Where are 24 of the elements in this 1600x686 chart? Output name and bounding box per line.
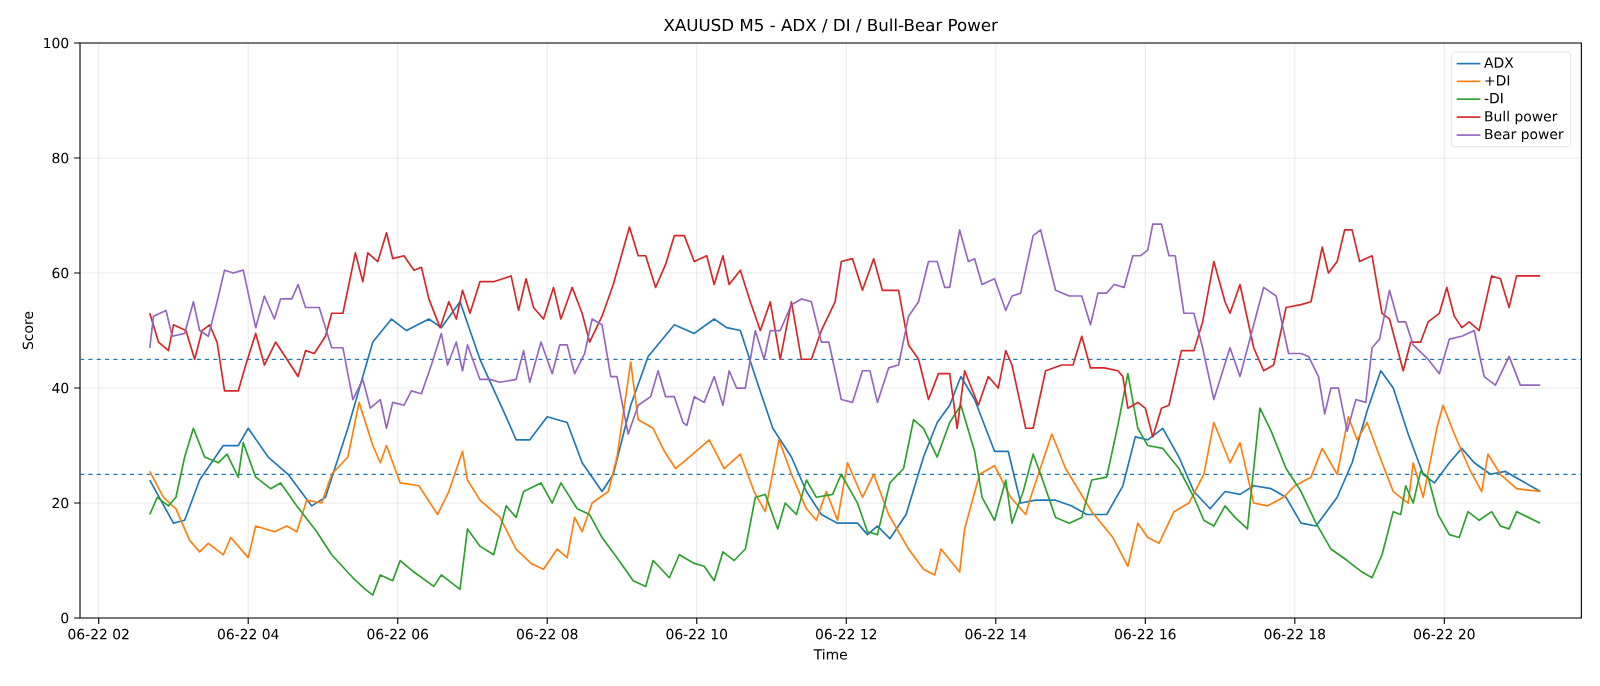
x-tick-label: 06-22 20 [1414,628,1475,640]
y-tick-label: 20 [52,497,69,509]
x-tick-label: 06-22 02 [68,628,129,640]
y-tick-label: 100 [44,37,69,49]
x-axis-title: Time [813,648,847,660]
y-tick-label: 80 [52,152,69,164]
legend-label: ADX [1484,57,1514,68]
x-tick-label: 06-22 10 [666,628,728,640]
x-tick-label: 06-22 04 [217,628,279,640]
y-tick-label: 60 [52,267,69,279]
x-tick-label: 06-22 08 [516,628,578,640]
y-axis-title: Score [22,311,34,350]
x-tick-label: 06-22 16 [1114,628,1176,640]
legend-label: Bull power [1485,110,1558,125]
x-tick-label: 06-22 18 [1264,628,1326,640]
chart-title: XAUUSD M5 - ADX / DI / Bull-Bear Power [663,18,998,33]
x-tick-label: 06-22 06 [367,628,429,640]
legend-label: Bear power [1485,128,1564,142]
x-tick-label: 06-22 14 [965,628,1027,640]
y-tick-label: 40 [52,382,69,394]
legend-label: -DI [1484,92,1503,104]
y-tick-label: 0 [61,612,69,624]
legend-label: +DI [1485,75,1510,86]
x-tick-label: 06-22 12 [815,628,877,640]
